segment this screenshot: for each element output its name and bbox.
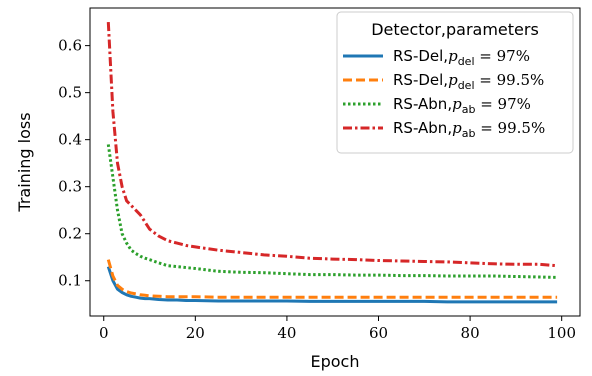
y-tick-label: 0.3 [58,178,82,196]
y-tick-label: 0.4 [58,131,82,149]
legend: Detector,parameters RS-Del,pdel = 97%RS-… [336,11,574,154]
x-tick-label: 60 [369,324,388,342]
y-tick-label: 0.1 [58,272,82,290]
y-tick-label: 0.5 [58,84,82,102]
legend-label-1: RS-Del,pdel = 97% [393,47,530,68]
series-line-1 [106,266,558,304]
x-tick-label: 20 [186,324,205,342]
y-tick-label: 0.6 [58,37,82,55]
legend-title: Detector,parameters [371,20,539,39]
x-tick-label: 0 [99,324,109,342]
series-line-2 [106,259,558,299]
plot-frame [89,7,581,317]
y-axis-ticks: 0.1 0.2 0.3 0.4 0.5 0.6 [58,37,90,290]
x-axis-label: Epoch [311,352,360,371]
plot-area: 0 20 40 60 80 100 0.1 0.2 0.3 0.4 0.5 0.6 [58,7,581,342]
series-group [106,22,558,304]
y-tick-label: 0.2 [58,225,82,243]
legend-label-4: RS-Abn,pab = 99.5% [393,119,545,140]
x-tick-label: 80 [461,324,480,342]
legend-label-2: RS-Del,pdel = 99.5% [393,71,544,92]
legend-entries: RS-Del,pdel = 97% RS-Del,pdel = 99.5% RS-A… [343,47,545,140]
legend-label-3: RS-Abn,pab = 97% [393,95,531,116]
x-tick-label: 100 [547,324,576,342]
x-axis-ticks: 0 20 40 60 80 100 [99,316,576,342]
y-axis-label: Training loss [15,112,34,212]
series-line-3 [106,144,558,279]
legend-box [336,11,574,154]
x-tick-label: 40 [277,324,296,342]
